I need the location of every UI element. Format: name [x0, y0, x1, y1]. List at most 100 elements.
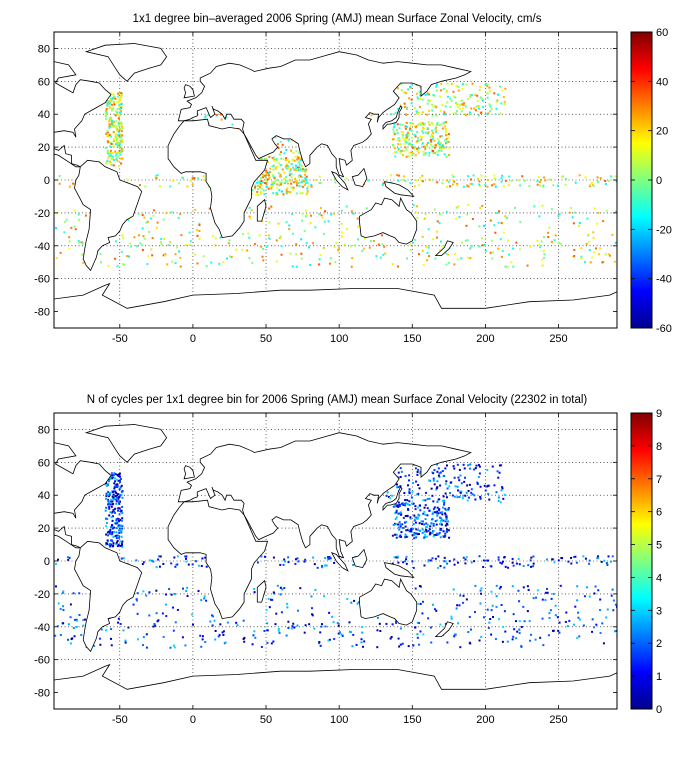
- data-cell: [425, 522, 428, 525]
- data-cell: [462, 556, 465, 559]
- data-cell: [469, 628, 472, 631]
- data-cell: [115, 502, 118, 505]
- y-tick-label: 40: [38, 109, 50, 121]
- data-cell: [397, 147, 400, 150]
- data-cell: [501, 640, 504, 643]
- data-cell: [375, 255, 378, 258]
- data-cell: [389, 496, 392, 499]
- data-cell: [532, 597, 535, 600]
- data-cell: [304, 209, 307, 212]
- data-cell: [558, 212, 561, 215]
- data-cell: [432, 500, 435, 503]
- data-cell: [408, 479, 411, 482]
- data-cell: [399, 643, 402, 646]
- data-cell: [557, 629, 560, 632]
- y-tick-label: 40: [38, 490, 50, 502]
- data-cell: [510, 179, 513, 182]
- x-tick-label: 150: [403, 714, 421, 726]
- data-cell: [526, 585, 529, 588]
- data-cell: [129, 242, 132, 245]
- data-cell: [110, 157, 113, 160]
- data-cell: [427, 560, 430, 563]
- data-cell: [62, 608, 65, 611]
- data-cell: [318, 175, 321, 178]
- data-cell: [280, 183, 283, 186]
- data-cell: [370, 114, 373, 117]
- data-cell: [152, 625, 155, 628]
- data-cell: [445, 155, 448, 158]
- y-tick-label: 60: [38, 76, 50, 88]
- data-cell: [402, 175, 405, 178]
- data-cell: [416, 149, 419, 152]
- data-cell: [338, 631, 341, 634]
- data-cell: [599, 598, 602, 601]
- data-cell: [435, 114, 438, 117]
- data-cell: [480, 587, 483, 590]
- data-cell: [116, 545, 119, 548]
- data-cell: [149, 559, 152, 562]
- data-cell: [481, 244, 484, 247]
- data-cell: [112, 164, 115, 167]
- data-cell: [597, 589, 600, 592]
- data-cell: [117, 509, 120, 512]
- data-cell: [424, 513, 427, 516]
- data-cell: [405, 535, 408, 538]
- data-cell: [440, 148, 443, 151]
- data-cell: [437, 474, 440, 477]
- data-cell: [116, 484, 119, 487]
- data-cell: [504, 87, 507, 90]
- data-cell: [398, 512, 401, 515]
- data-cell: [406, 106, 409, 109]
- data-cell: [397, 637, 400, 640]
- data-cell: [268, 171, 271, 174]
- data-cell: [465, 598, 468, 601]
- data-cell: [112, 493, 115, 496]
- data-cell: [164, 253, 167, 256]
- data-cell: [456, 604, 459, 607]
- data-cell: [191, 177, 194, 180]
- data-cell: [112, 474, 115, 477]
- data-cell: [532, 562, 535, 565]
- data-cell: [499, 585, 502, 588]
- data-cell: [521, 175, 524, 178]
- data-cell: [116, 141, 119, 144]
- data-cell: [431, 145, 434, 148]
- data-cell: [277, 627, 280, 630]
- data-cell: [611, 233, 614, 236]
- data-cell: [398, 127, 401, 130]
- data-cell: [159, 555, 162, 558]
- data-cell: [580, 257, 583, 260]
- data-cell: [178, 182, 181, 185]
- data-cell: [553, 561, 556, 564]
- data-cell: [295, 164, 298, 167]
- data-cell: [427, 99, 430, 102]
- data-cell: [611, 555, 614, 558]
- data-cell: [432, 508, 435, 511]
- data-cell: [111, 474, 114, 477]
- data-cell: [350, 210, 353, 213]
- data-cell: [110, 516, 113, 519]
- data-cell: [333, 245, 336, 248]
- data-cell: [408, 530, 411, 533]
- data-cell: [116, 485, 119, 488]
- data-cell: [226, 257, 229, 260]
- data-cell: [391, 138, 394, 141]
- data-cell: [429, 138, 432, 141]
- data-cell: [489, 618, 492, 621]
- data-cell: [439, 511, 442, 514]
- data-cell: [248, 236, 251, 239]
- data-cell: [222, 633, 225, 636]
- data-cell: [304, 215, 307, 218]
- data-cell: [262, 189, 265, 192]
- data-cell: [217, 635, 220, 638]
- data-cell: [413, 534, 416, 537]
- data-cell: [271, 598, 274, 601]
- data-cell: [136, 612, 139, 615]
- data-cell: [407, 645, 410, 648]
- data-cell: [464, 562, 467, 565]
- data-cell: [447, 136, 450, 139]
- data-cell: [542, 249, 545, 252]
- data-cell: [107, 102, 110, 105]
- data-cell: [535, 596, 538, 599]
- data-cell: [417, 112, 420, 115]
